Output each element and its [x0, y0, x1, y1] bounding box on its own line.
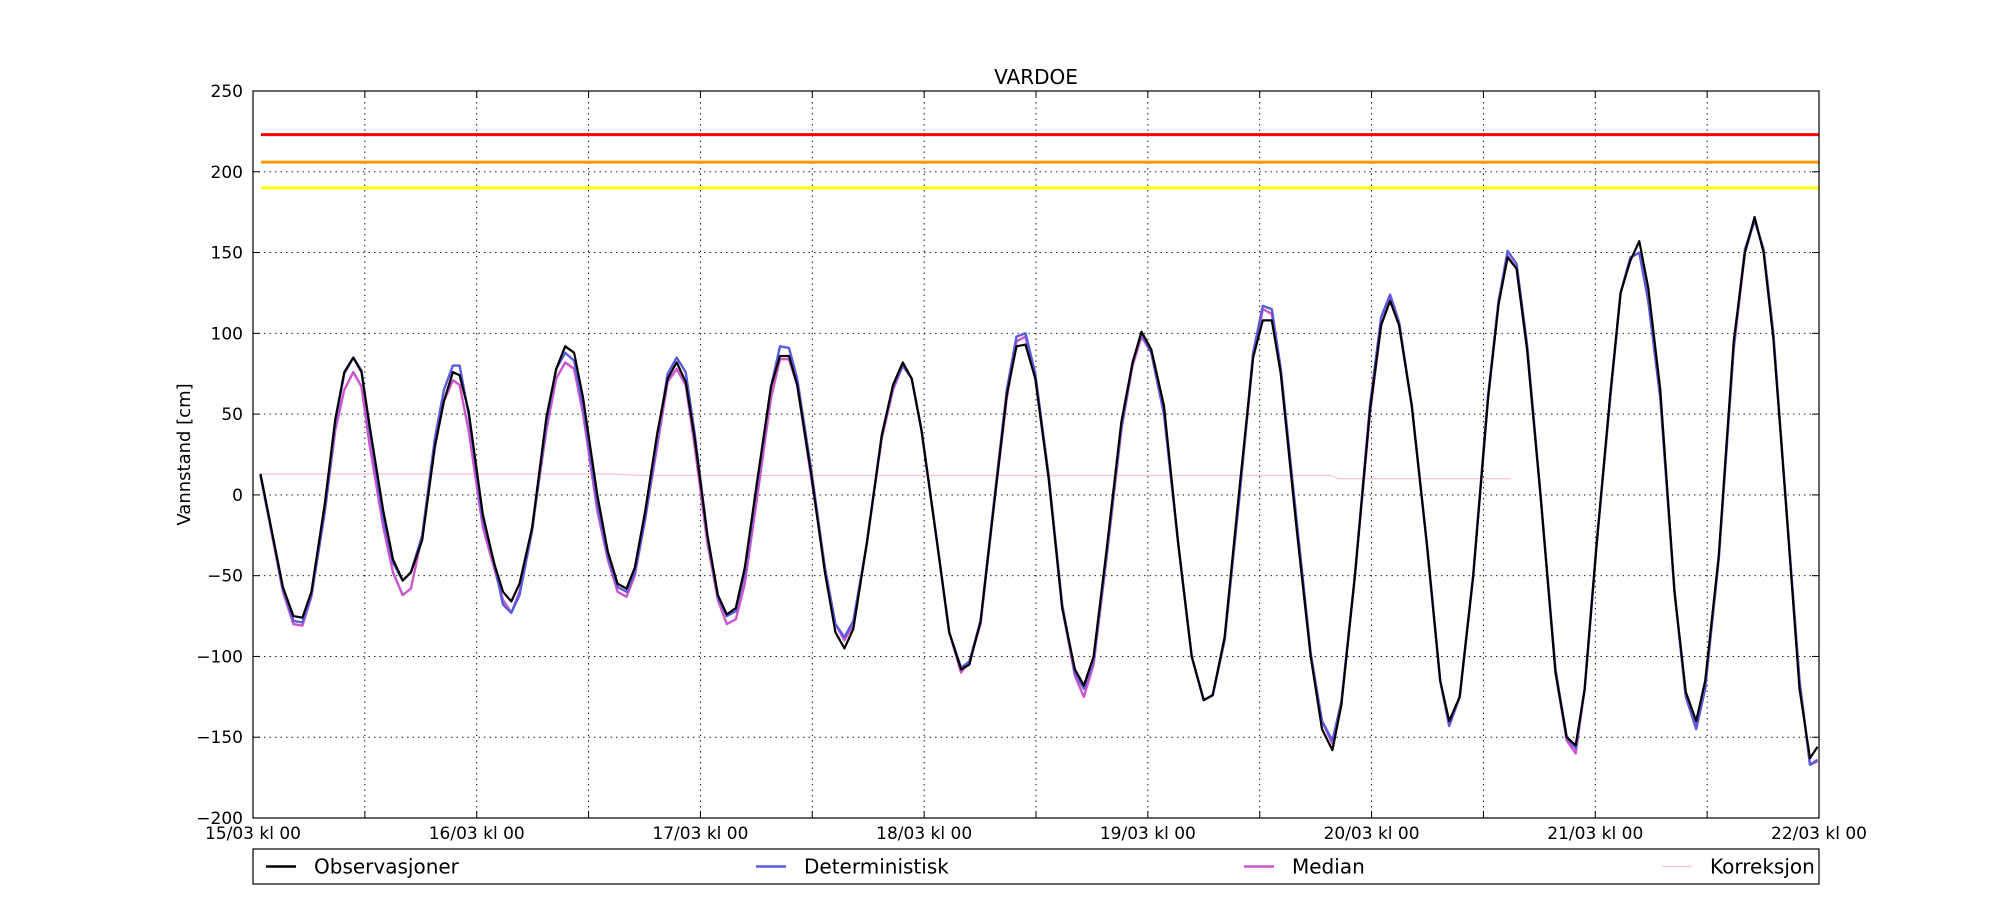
series-lines	[259, 215, 1819, 766]
legend-label-korreksjon: Korreksjon	[1710, 855, 1815, 879]
y-tick-label: −100	[196, 647, 243, 667]
y-tick-label: 150	[211, 244, 243, 264]
threshold-lines	[261, 133, 1819, 190]
series-line-observasjoner	[259, 215, 1819, 760]
chart-title: VARDOE	[994, 65, 1078, 89]
axis-ticks: −200 −150 −100 −50 0 50 100 150 200 250 15/03 kl 0…	[196, 82, 1867, 844]
y-axis-title: Vannstand [cm]	[174, 383, 195, 525]
x-tick-label: 20/03 kl 00	[1324, 824, 1420, 844]
x-tick-label: 18/03 kl 00	[876, 824, 972, 844]
y-tick-label: −150	[196, 728, 243, 748]
series-line-deterministisk	[259, 219, 1819, 766]
legend: Observasjoner Deterministisk Median Korreks…	[252, 848, 1820, 885]
x-tick-label: 21/03 kl 00	[1547, 824, 1643, 844]
legend-label-median: Median	[1292, 855, 1365, 879]
x-tick-label: 22/03 kl 00	[1771, 824, 1867, 844]
series-line-korreksjon	[260, 473, 1511, 480]
x-tick-label: 16/03 kl 00	[429, 824, 525, 844]
y-tick-label: 250	[211, 82, 243, 102]
y-tick-label: 50	[221, 405, 243, 425]
y-tick-label: 100	[211, 324, 243, 344]
y-tick-label: 0	[232, 486, 243, 506]
x-tick-label: 17/03 kl 00	[652, 824, 748, 844]
legend-frame	[252, 848, 1820, 885]
x-tick-label: 19/03 kl 00	[1100, 824, 1196, 844]
legend-label-deterministisk: Deterministisk	[804, 855, 949, 879]
y-tick-label: −50	[207, 567, 243, 587]
series-line-median	[259, 219, 1818, 766]
y-tick-label: 200	[211, 163, 243, 183]
legend-label-observasjoner: Observasjoner	[314, 855, 460, 879]
grid-lines	[253, 91, 1819, 818]
y-tick-label: −200	[196, 809, 243, 829]
x-tick-label: 15/03 kl 00	[205, 824, 301, 844]
